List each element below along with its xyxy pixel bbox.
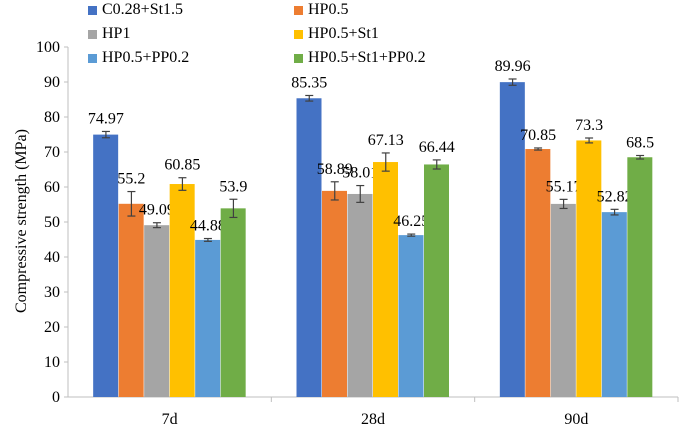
- bar: [525, 149, 551, 397]
- data-label: 68.5: [626, 135, 654, 152]
- legend-item-hp05-st1: HP0.5+St1: [294, 24, 379, 44]
- data-label: 58.89: [317, 161, 353, 178]
- bar: [499, 82, 525, 397]
- data-label: 55.17: [546, 178, 582, 195]
- legend-swatch: [88, 5, 97, 15]
- bar: [169, 184, 195, 397]
- legend-item-hp1: HP1: [88, 24, 130, 44]
- bar: [550, 203, 576, 397]
- bar: [627, 157, 653, 397]
- data-label: 74.97: [88, 110, 124, 127]
- legend-label: HP0.5+St1+PP0.2: [308, 49, 426, 66]
- data-label: 70.85: [520, 127, 556, 144]
- data-label: 58.01: [342, 165, 378, 182]
- bar: [93, 134, 119, 398]
- bar: [424, 164, 449, 397]
- legend: C0.28+St1.5 HP0.5 HP1 HP0.5+St1 HP0.5+PP…: [88, 0, 528, 72]
- y-tick-label: 60: [44, 179, 60, 196]
- bar: [296, 98, 322, 398]
- legend-item-hp05-pp02: HP0.5+PP0.2: [88, 48, 189, 68]
- y-tick-label: 90: [44, 74, 60, 91]
- data-label: 67.13: [368, 132, 404, 149]
- data-label: 73.3: [575, 117, 603, 134]
- x-tick-label: 7d: [162, 411, 178, 428]
- legend-label: C0.28+St1.5: [102, 1, 184, 18]
- data-label: 89.96: [495, 58, 531, 75]
- data-label: 53.9: [219, 178, 247, 195]
- legend-label: HP1: [102, 25, 131, 42]
- legend-swatch: [88, 53, 97, 63]
- data-label: 44.88: [190, 218, 226, 235]
- legend-swatch: [88, 29, 97, 39]
- legend-label: HP0.5: [308, 1, 349, 18]
- legend-label: HP0.5+St1: [308, 25, 379, 42]
- y-tick-label: 20: [44, 319, 60, 336]
- y-tick-label: 40: [44, 249, 60, 266]
- bar: [347, 193, 373, 397]
- bar: [195, 239, 221, 397]
- data-label: 52.82: [597, 188, 633, 205]
- data-label: 55.2: [117, 171, 145, 188]
- y-tick-label: 30: [44, 284, 60, 301]
- y-tick-label: 100: [36, 39, 60, 56]
- y-tick-label: 70: [44, 144, 60, 161]
- data-label: 66.44: [419, 139, 455, 156]
- data-label: 49.09: [139, 202, 175, 219]
- legend-item-hp05-st1-pp02: HP0.5+St1+PP0.2: [294, 48, 426, 68]
- bar: [118, 203, 144, 397]
- legend-label: HP0.5+PP0.2: [102, 49, 190, 66]
- legend-swatch: [294, 53, 303, 63]
- bar: [576, 140, 602, 397]
- bar: [322, 190, 347, 397]
- x-tick-label: 28d: [361, 411, 385, 428]
- legend-item-c028-st15: C0.28+St1.5: [88, 0, 183, 20]
- data-label: 60.85: [164, 157, 200, 174]
- y-tick-label: 0: [52, 389, 60, 406]
- legend-swatch: [294, 5, 303, 15]
- legend-swatch: [294, 29, 303, 39]
- x-tick-label: 90d: [564, 411, 588, 428]
- bar: [373, 162, 398, 397]
- y-axis-label: Compressive strength (MPa): [13, 129, 30, 313]
- y-tick-label: 10: [44, 354, 60, 371]
- bar: [144, 225, 170, 397]
- y-tick-label: 50: [44, 214, 60, 231]
- bar: [398, 235, 424, 397]
- bar: [601, 212, 627, 397]
- legend-item-hp05: HP0.5: [294, 0, 348, 20]
- data-label: 46.25: [393, 213, 429, 230]
- bar: [220, 208, 246, 397]
- y-tick-label: 80: [44, 109, 60, 126]
- data-label: 85.35: [291, 74, 327, 91]
